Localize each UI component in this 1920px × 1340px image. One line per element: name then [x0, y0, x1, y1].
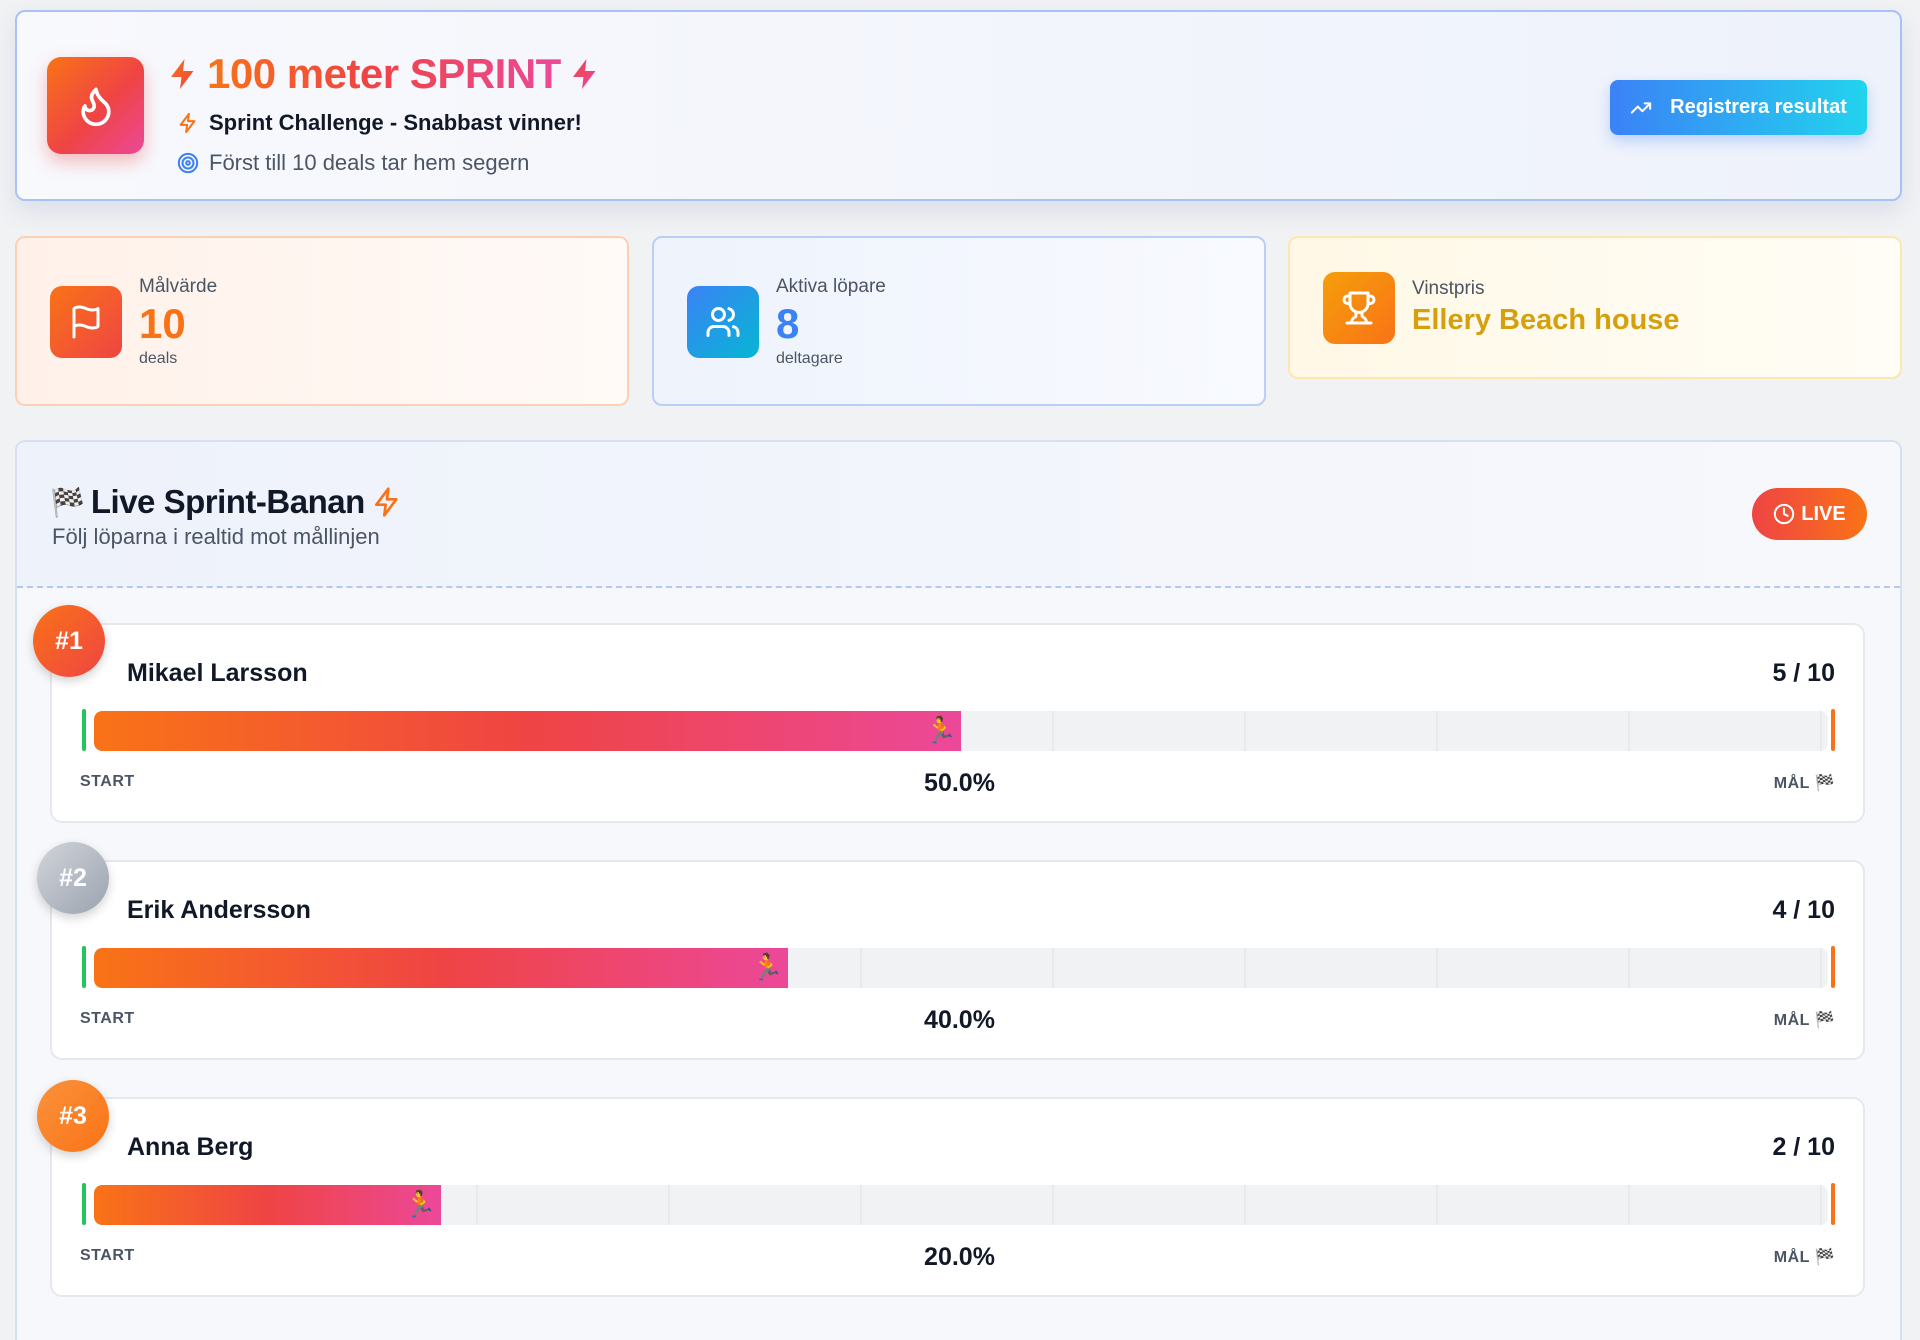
live-label: LIVE: [1801, 502, 1846, 525]
progress-fill: 🏃: [94, 1185, 441, 1225]
register-result-button[interactable]: Registrera resultat: [1610, 80, 1867, 135]
progress-percent: 50.0%: [924, 769, 995, 797]
track-header: 🏁 Live Sprint-Banan Följ löparna i realt…: [17, 442, 1900, 588]
trending-up-icon: [1630, 101, 1652, 114]
progress-fill: 🏃: [94, 711, 961, 751]
runner-card: Erik Andersson 4 / 10 🏃 START 40.0% MÅL …: [50, 860, 1865, 1060]
start-line: [82, 1183, 86, 1225]
runner-card: Mikael Larsson 5 / 10 🏃 START 50.0% MÅL …: [50, 623, 1865, 823]
stat-label: Målvärde: [139, 276, 218, 297]
rank-badge: #3: [37, 1080, 109, 1152]
stat-card-runners: Aktiva löpare 8 deltagare: [652, 236, 1266, 406]
trophy-icon: [1323, 272, 1395, 344]
track-subtitle: Följ löparna i realtid mot mållinjen: [52, 524, 380, 549]
track-title-row: 🏁 Live Sprint-Banan: [50, 480, 403, 524]
runner-icon: 🏃: [404, 1190, 437, 1220]
header-card: 100 meter SPRINT Sprint Challenge - Snab…: [15, 10, 1902, 201]
progress-percent: 20.0%: [924, 1243, 995, 1271]
start-label: START: [80, 773, 135, 790]
runner-score: 4 / 10: [1772, 896, 1835, 924]
rank-badge: #1: [33, 605, 105, 677]
users-icon: [687, 286, 759, 358]
target-icon: [177, 152, 199, 174]
stat-value: 10: [139, 300, 186, 347]
stat-card-prize: Vinstpris Ellery Beach house: [1288, 236, 1902, 379]
lightning-icon: [171, 59, 194, 89]
track-title: Live Sprint-Banan: [90, 483, 365, 520]
title-row: 100 meter SPRINT: [165, 46, 603, 102]
subtitle: Sprint Challenge - Snabbast vinner!: [209, 110, 582, 135]
checkered-flag-icon: 🏁: [50, 485, 85, 519]
progress-track: 🏃: [94, 948, 1828, 988]
stat-value: 8: [776, 300, 800, 347]
rank-badge: #2: [37, 842, 109, 914]
start-line: [82, 946, 86, 988]
runner-card: Anna Berg 2 / 10 🏃 START 20.0% MÅL 🏁: [50, 1097, 1865, 1297]
lightning-outline-icon: [179, 112, 196, 134]
stat-label: Aktiva löpare: [776, 276, 886, 297]
lightning-icon: [572, 59, 596, 89]
finish-line: [1831, 946, 1835, 988]
prize-value: Ellery Beach house: [1412, 304, 1680, 336]
runner-name: Anna Berg: [127, 1133, 254, 1161]
runner-icon: 🏃: [751, 953, 784, 983]
stat-label: Vinstpris: [1412, 278, 1485, 299]
runner-icon: 🏃: [924, 716, 957, 746]
flame-icon: [47, 57, 144, 154]
start-line: [82, 709, 86, 751]
flag-icon: [50, 286, 122, 358]
progress-track: 🏃: [94, 711, 1828, 751]
stat-card-target: Målvärde 10 deals: [15, 236, 629, 406]
finish-line: [1831, 1183, 1835, 1225]
runner-name: Erik Andersson: [127, 896, 311, 924]
start-label: START: [80, 1247, 135, 1264]
runner-score: 2 / 10: [1772, 1133, 1835, 1161]
lightning-outline-icon: [374, 487, 398, 517]
register-button-label: Registrera resultat: [1670, 96, 1847, 118]
stat-unit: deltagare: [776, 350, 843, 367]
finish-label: MÅL 🏁: [1773, 1012, 1835, 1029]
clock-icon: [1774, 503, 1795, 525]
runner-name: Mikael Larsson: [127, 659, 308, 687]
runner-score: 5 / 10: [1772, 659, 1835, 687]
subtitle-row: Sprint Challenge - Snabbast vinner!: [177, 108, 582, 138]
live-badge: LIVE: [1752, 488, 1867, 540]
progress-track: 🏃: [94, 1185, 1828, 1225]
goal-text: Först till 10 deals tar hem segern: [209, 150, 530, 175]
progress-percent: 40.0%: [924, 1006, 995, 1034]
start-label: START: [80, 1010, 135, 1027]
page-title: 100 meter SPRINT: [207, 50, 561, 97]
finish-line: [1831, 709, 1835, 751]
stat-unit: deals: [139, 350, 178, 367]
goal-row: Först till 10 deals tar hem segern: [177, 148, 529, 178]
finish-label: MÅL 🏁: [1773, 775, 1835, 792]
progress-fill: 🏃: [94, 948, 788, 988]
finish-label: MÅL 🏁: [1773, 1249, 1835, 1266]
